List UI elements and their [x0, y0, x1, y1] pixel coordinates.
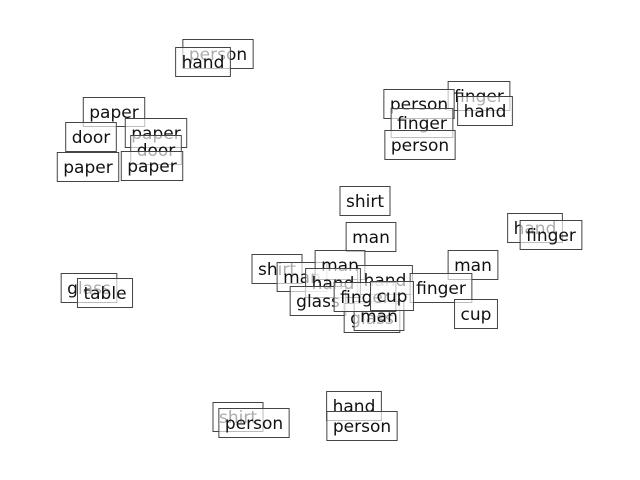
node-label: man [454, 256, 492, 276]
node-label: table [83, 284, 126, 304]
node-label: finger [526, 226, 576, 246]
node-label: paper [127, 157, 176, 177]
node-box [76, 278, 134, 308]
node-box [175, 47, 231, 77]
node: finger [519, 220, 583, 250]
node: person [326, 411, 398, 441]
node-label: shirt [346, 192, 384, 212]
node-box [339, 186, 391, 216]
node-label: person [225, 414, 283, 434]
node-box [345, 222, 397, 252]
node-label: finger [397, 114, 447, 134]
node: paper [120, 151, 184, 181]
node-label: person [333, 417, 391, 437]
node-box [326, 411, 398, 441]
node-box [65, 122, 117, 152]
node-label: person [391, 136, 449, 156]
node-label: finger [416, 279, 466, 299]
node: person [218, 408, 290, 438]
node-label: man [352, 228, 390, 248]
node: person [384, 130, 456, 160]
node-label: hand [464, 102, 507, 122]
node: hand [457, 96, 513, 126]
node-label: paper [63, 158, 112, 178]
node-box [218, 408, 290, 438]
node-box [120, 151, 184, 181]
node: paper [56, 152, 120, 182]
node-label: door [72, 128, 111, 148]
node-box [384, 130, 456, 160]
node: door [65, 122, 117, 152]
node: shirt [339, 186, 391, 216]
node-label: hand [182, 53, 225, 73]
node-label: cup [461, 305, 492, 325]
node-box [457, 96, 513, 126]
node-label: cup [377, 287, 408, 307]
node-box [409, 273, 473, 303]
node: hand [175, 47, 231, 77]
node: cup [370, 281, 414, 311]
node: man [345, 222, 397, 252]
node-box [370, 281, 414, 311]
node: finger [409, 273, 473, 303]
node-box [56, 152, 120, 182]
node: cup [454, 299, 498, 329]
node-box [454, 299, 498, 329]
node-box [519, 220, 583, 250]
node: table [76, 278, 134, 308]
node-label: glass [296, 292, 340, 312]
